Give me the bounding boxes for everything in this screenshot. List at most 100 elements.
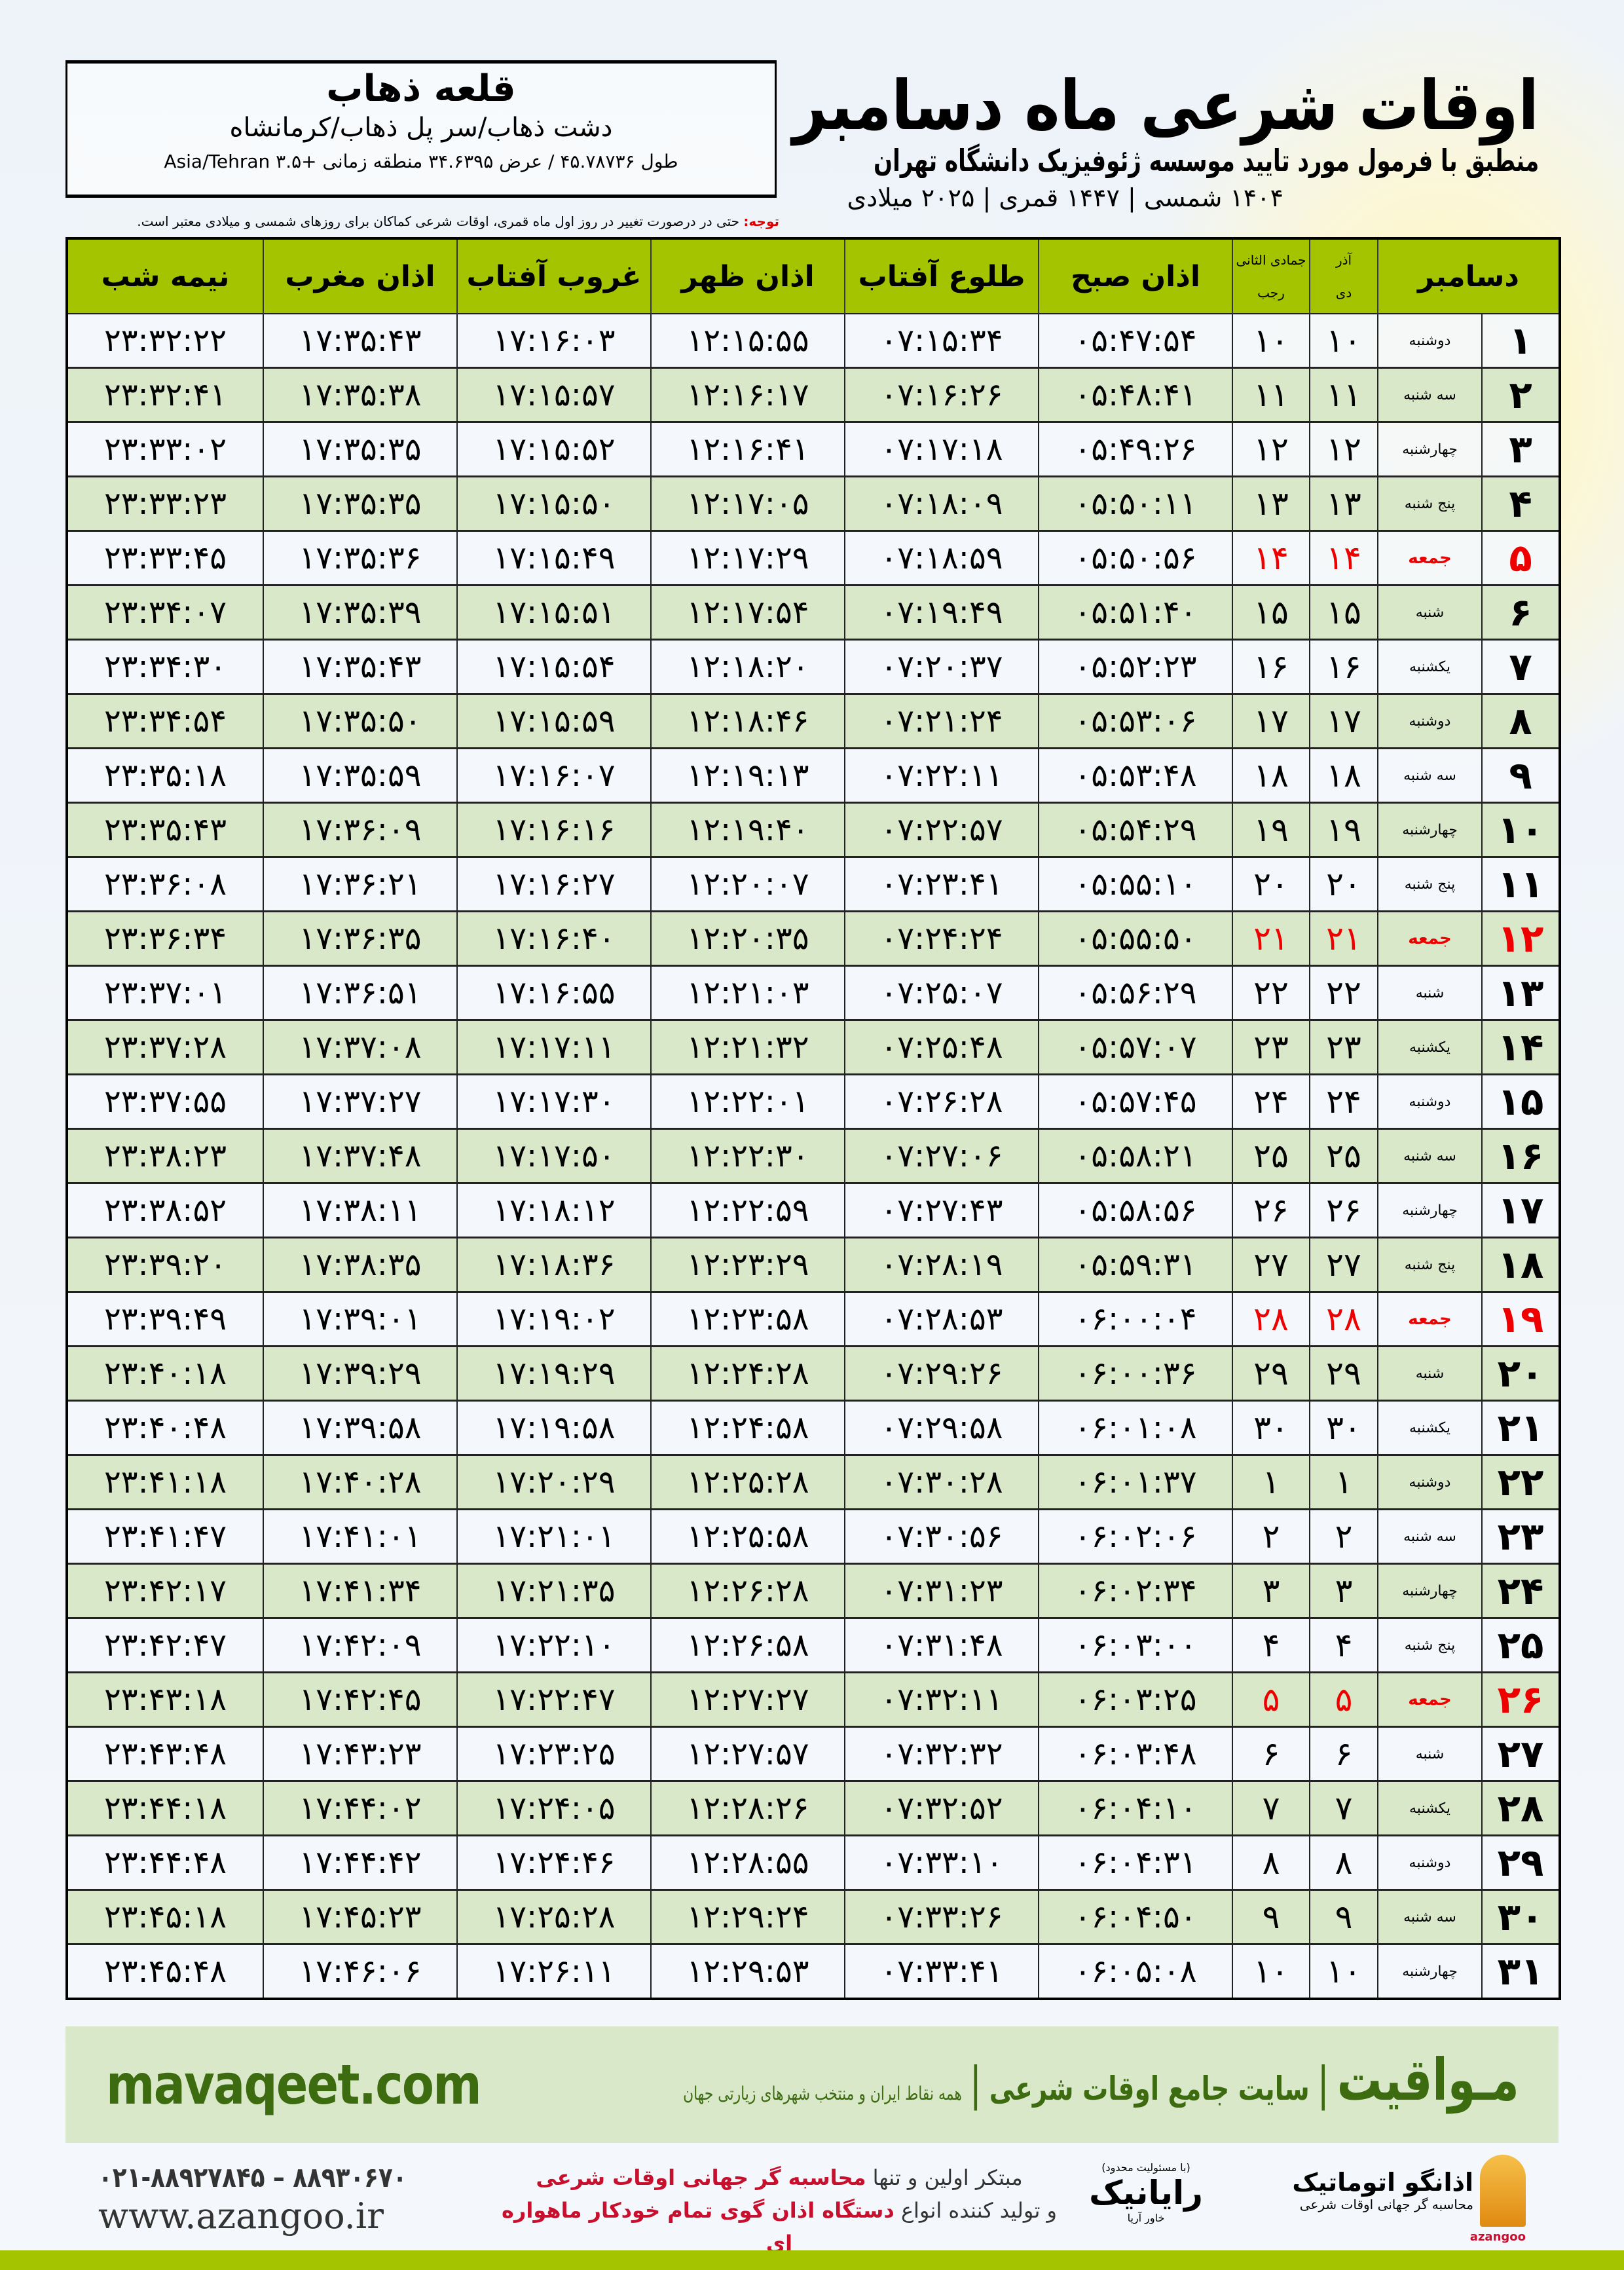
dhuhr-time: ۱۲:۲۱:۰۳ (650, 965, 845, 1021)
sunset-time: ۱۷:۱۶:۱۶ (456, 802, 652, 858)
dhuhr-time: ۱۲:۲۷:۵۷ (650, 1726, 845, 1782)
mavaqeet-url[interactable]: mavaqeet.com (106, 2053, 482, 2117)
maghrib-time: ۱۷:۳۹:۵۸ (263, 1400, 458, 1456)
azangoo-logo: اذانگو اتوماتیک محاسبه گر جهانی اوقات شر… (1238, 2155, 1526, 2253)
midnight-time: ۲۳:۳۶:۳۴ (66, 910, 264, 967)
maghrib-time: ۱۷:۴۰:۲۸ (263, 1454, 458, 1510)
sunset-time: ۱۷:۲۴:۴۶ (456, 1834, 652, 1891)
midnight-time: ۲۳:۴۴:۱۸ (66, 1780, 264, 1836)
weekday: سه شنبه (1376, 1508, 1483, 1565)
shamsi-day: ۷ (1309, 1780, 1378, 1836)
sunrise-time: ۰۷:۳۰:۵۶ (844, 1508, 1039, 1565)
maghrib-time: ۱۷:۴۱:۳۴ (263, 1563, 458, 1619)
midnight-time: ۲۳:۳۸:۵۲ (66, 1182, 264, 1238)
raianik-logo: (با مسئولیت محدود) رایانیک خاور آریا (1074, 2161, 1218, 2224)
azangoo-url[interactable]: www.azangoo.ir (98, 2195, 384, 2237)
shamsi-day: ۵ (1309, 1671, 1378, 1728)
sunset-time: ۱۷:۱۸:۱۲ (456, 1182, 652, 1238)
azangoo-en: azangoo (1469, 2230, 1526, 2244)
weekday: شنبه (1376, 1345, 1483, 1402)
midnight-time: ۲۳:۳۴:۰۷ (66, 584, 264, 641)
sunrise-time: ۰۷:۲۵:۴۸ (844, 1019, 1039, 1075)
shamsi-day: ۲۱ (1309, 910, 1378, 967)
midnight-time: ۲۳:۴۴:۴۸ (66, 1834, 264, 1891)
weekday: دوشنبه (1376, 313, 1483, 369)
midnight-time: ۲۳:۳۵:۴۳ (66, 802, 264, 858)
fajr-time: ۰۶:۰۳:۲۵ (1038, 1671, 1233, 1728)
day-number: ۲۶ (1481, 1671, 1561, 1728)
sunset-time: ۱۷:۱۵:۵۷ (456, 367, 652, 423)
col-hijri-bottom: رجب (1257, 285, 1285, 301)
table-header: دسامبر آذر دی جمادی الثانی رجب اذان صبح طل… (66, 238, 1560, 314)
dhuhr-time: ۱۲:۲۹:۵۳ (650, 1943, 845, 2000)
day-number: ۲۲ (1481, 1454, 1561, 1510)
weekday: جمعه (1376, 1671, 1483, 1728)
shamsi-day: ۳ (1309, 1563, 1378, 1619)
shamsi-day: ۱۳ (1309, 475, 1378, 532)
col-sunset: غروب آفتاب (456, 238, 651, 314)
col-maghrib: اذان مغرب (263, 238, 457, 314)
midnight-time: ۲۳:۳۷:۲۸ (66, 1019, 264, 1075)
sunset-time: ۱۷:۲۵:۲۸ (456, 1889, 652, 1945)
sunrise-time: ۰۷:۱۸:۰۹ (844, 475, 1039, 532)
hijri-day: ۳۰ (1232, 1400, 1310, 1456)
col-shamsi-top: آذر (1335, 252, 1352, 268)
shamsi-day: ۹ (1309, 1889, 1378, 1945)
sunrise-time: ۰۷:۳۲:۵۲ (844, 1780, 1039, 1836)
dhuhr-time: ۱۲:۲۴:۲۸ (650, 1345, 845, 1402)
hijri-day: ۲۸ (1232, 1291, 1310, 1347)
sunrise-time: ۰۷:۲۷:۴۳ (844, 1182, 1039, 1238)
fajr-time: ۰۵:۵۹:۳۱ (1038, 1237, 1233, 1293)
hijri-day: ۲ (1232, 1508, 1310, 1565)
sunset-time: ۱۷:۱۹:۲۹ (456, 1345, 652, 1402)
maghrib-time: ۱۷:۳۵:۴۳ (263, 313, 458, 369)
weekday: جمعه (1376, 1291, 1483, 1347)
table-row: ۴ پنج شنبه ۱۳ ۱۳ ۰۵:۵۰:۱۱ ۰۷:۱۸:۰۹ ۱۲:۱۷:۰۵ ۱۷:… (66, 475, 1561, 532)
shamsi-day: ۶ (1309, 1726, 1378, 1782)
sunrise-time: ۰۷:۳۳:۴۱ (844, 1943, 1039, 2000)
maghrib-time: ۱۷:۴۶:۰۶ (263, 1943, 458, 2000)
midnight-time: ۲۳:۳۴:۳۰ (66, 639, 264, 695)
fajr-time: ۰۵:۵۱:۴۰ (1038, 584, 1233, 641)
city-name: قلعه ذهاب (326, 67, 516, 110)
notice-label: توجه: (743, 214, 779, 229)
weekday: دوشنبه (1376, 1834, 1483, 1891)
maghrib-time: ۱۷:۴۴:۰۲ (263, 1780, 458, 1836)
col-hijri: جمادی الثانی رجب (1232, 238, 1310, 314)
table-row: ۳۰ سه شنبه ۹ ۹ ۰۶:۰۴:۵۰ ۰۷:۳۳:۲۶ ۱۲:۲۹:۲۴ ۱۷:۲۵… (66, 1889, 1561, 1945)
sunrise-time: ۰۷:۲۴:۲۴ (844, 910, 1039, 967)
fajr-time: ۰۶:۰۴:۳۱ (1038, 1834, 1233, 1891)
shamsi-day: ۲۲ (1309, 965, 1378, 1021)
hijri-day: ۲۳ (1232, 1019, 1310, 1075)
sunset-time: ۱۷:۱۹:۰۲ (456, 1291, 652, 1347)
midnight-time: ۲۳:۳۳:۲۳ (66, 475, 264, 532)
weekday: پنج شنبه (1376, 1237, 1483, 1293)
sunrise-time: ۰۷:۲۸:۱۹ (844, 1237, 1039, 1293)
midnight-time: ۲۳:۴۳:۴۸ (66, 1726, 264, 1782)
day-number: ۲۷ (1481, 1726, 1561, 1782)
table-row: ۲ سه شنبه ۱۱ ۱۱ ۰۵:۴۸:۴۱ ۰۷:۱۶:۲۶ ۱۲:۱۶:۱۷ ۱۷:۱… (66, 367, 1561, 423)
table-row: ۱۲ جمعه ۲۱ ۲۱ ۰۵:۵۵:۵۰ ۰۷:۲۴:۲۴ ۱۲:۲۰:۳۵ ۱۷:۱۶:… (66, 910, 1561, 967)
notice: توجه: حتی در درصورت تغییر در روز اول ماه… (65, 214, 779, 229)
phone-numbers: ۰۲۱-۸۸۹۲۷۸۴۵ – ۸۸۹۳۰۶۷۰ (98, 2161, 407, 2193)
table-row: ۹ سه شنبه ۱۸ ۱۸ ۰۵:۵۳:۴۸ ۰۷:۲۲:۱۱ ۱۲:۱۹:۱۳ ۱۷:۱… (66, 747, 1561, 804)
midnight-time: ۲۳:۳۳:۴۵ (66, 530, 264, 586)
weekday: پنج شنبه (1376, 856, 1483, 912)
midnight-time: ۲۳:۳۹:۴۹ (66, 1291, 264, 1347)
table-row: ۲۱ یکشنبه ۳۰ ۳۰ ۰۶:۰۱:۰۸ ۰۷:۲۹:۵۸ ۱۲:۲۴:۵۸ ۱۷:۱… (66, 1400, 1561, 1456)
fajr-time: ۰۵:۵۷:۴۵ (1038, 1073, 1233, 1130)
day-number: ۱۹ (1481, 1291, 1561, 1347)
sunset-time: ۱۷:۱۵:۵۲ (456, 421, 652, 477)
mavaqeet-tagline: سایت جامع اوقات شرعی (989, 2070, 1310, 2108)
midnight-time: ۲۳:۴۰:۱۸ (66, 1345, 264, 1402)
day-number: ۲۹ (1481, 1834, 1561, 1891)
maghrib-time: ۱۷:۳۵:۴۳ (263, 639, 458, 695)
maghrib-time: ۱۷:۳۶:۳۵ (263, 910, 458, 967)
day-number: ۳ (1481, 421, 1561, 477)
dhuhr-time: ۱۲:۱۷:۲۹ (650, 530, 845, 586)
shamsi-day: ۲۷ (1309, 1237, 1378, 1293)
fajr-time: ۰۶:۰۲:۰۶ (1038, 1508, 1233, 1565)
sunrise-time: ۰۷:۳۳:۱۰ (844, 1834, 1039, 1891)
col-shamsi-bottom: دی (1335, 285, 1352, 301)
sunrise-time: ۰۷:۲۹:۵۸ (844, 1400, 1039, 1456)
